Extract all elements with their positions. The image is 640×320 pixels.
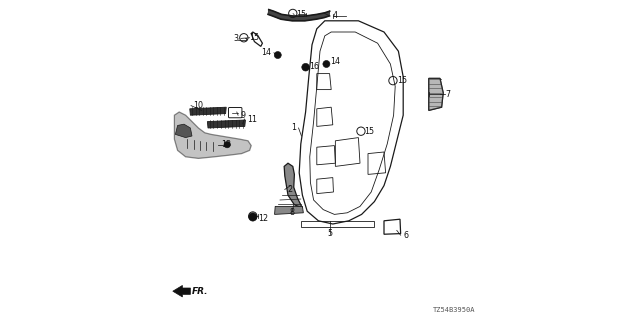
Polygon shape — [284, 163, 302, 208]
Text: 2: 2 — [287, 185, 292, 194]
Text: 6: 6 — [403, 231, 408, 240]
Text: 9: 9 — [241, 111, 246, 120]
Text: 15: 15 — [249, 33, 259, 42]
Text: 15: 15 — [297, 10, 307, 19]
Text: 7: 7 — [445, 90, 451, 99]
Text: 14: 14 — [261, 48, 271, 57]
Text: 14: 14 — [330, 57, 340, 66]
Polygon shape — [175, 124, 192, 138]
Polygon shape — [429, 78, 443, 110]
Text: 16: 16 — [309, 62, 319, 71]
Text: 1: 1 — [291, 124, 296, 132]
Text: 15: 15 — [364, 127, 374, 136]
Polygon shape — [207, 120, 246, 128]
Circle shape — [249, 213, 257, 221]
Text: 10: 10 — [193, 101, 204, 110]
Text: 13: 13 — [221, 140, 231, 149]
Circle shape — [275, 52, 282, 59]
Text: 8: 8 — [289, 208, 294, 217]
Polygon shape — [173, 285, 191, 297]
Circle shape — [224, 141, 230, 148]
Text: 11: 11 — [247, 115, 257, 124]
Polygon shape — [275, 206, 303, 214]
Text: 15: 15 — [397, 76, 407, 85]
Polygon shape — [174, 112, 251, 158]
Text: 12: 12 — [259, 214, 269, 223]
Text: FR.: FR. — [192, 287, 209, 296]
Polygon shape — [189, 107, 227, 115]
Text: 4: 4 — [333, 12, 338, 20]
Text: TZ54B3950A: TZ54B3950A — [433, 308, 475, 313]
Circle shape — [323, 60, 330, 68]
Text: 3: 3 — [234, 34, 239, 43]
Text: 5: 5 — [327, 229, 332, 238]
Polygon shape — [268, 10, 330, 21]
Circle shape — [302, 63, 310, 71]
